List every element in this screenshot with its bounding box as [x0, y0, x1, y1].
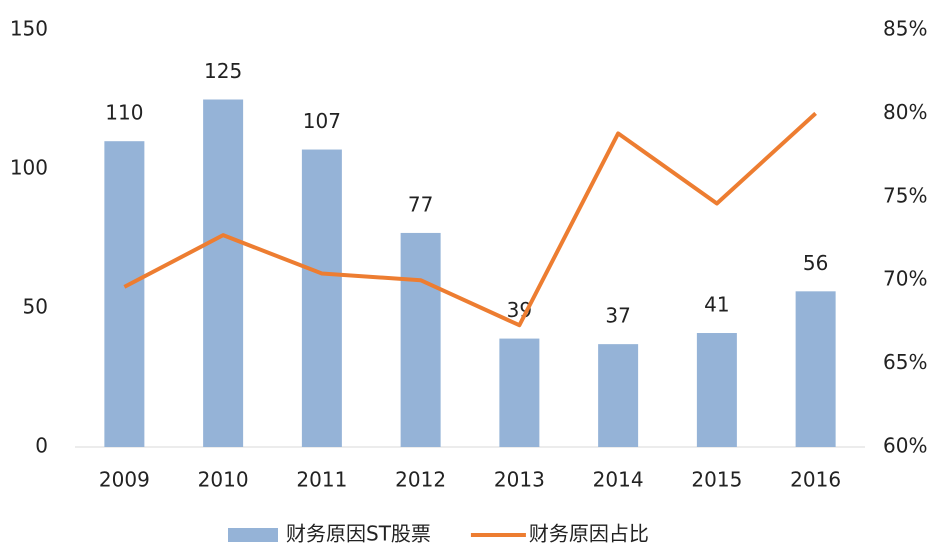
y2-tick-label: 60%	[883, 434, 927, 458]
y-tick-label: 100	[10, 156, 48, 180]
y-tick-label: 50	[23, 295, 48, 319]
legend-label: 财务原因ST股票	[286, 522, 431, 546]
x-tick-label: 2011	[296, 468, 347, 492]
bar	[104, 141, 145, 447]
legend-label: 财务原因占比	[529, 522, 649, 546]
x-tick-label: 2013	[494, 468, 545, 492]
line	[123, 111, 817, 328]
data-label: 77	[408, 192, 433, 216]
bar	[795, 291, 836, 447]
y-tick-label: 150	[10, 17, 48, 41]
y2-tick-label: 75%	[883, 183, 927, 207]
data-label: 41	[704, 293, 729, 317]
y2-tick-label: 65%	[883, 350, 927, 374]
x-tick-label: 2010	[198, 468, 249, 492]
data-label: 110	[105, 101, 143, 125]
bar	[400, 232, 441, 447]
x-tick-label: 2014	[593, 468, 644, 492]
y2-tick-label: 85%	[883, 17, 927, 41]
data-label: 37	[605, 304, 630, 328]
data-label: 125	[204, 59, 242, 83]
data-label: 56	[803, 251, 828, 275]
bar	[696, 333, 737, 447]
bar	[301, 149, 342, 448]
bar	[598, 344, 639, 447]
y-tick-label: 0	[35, 434, 48, 458]
y2-tick-label: 80%	[883, 100, 927, 124]
data-label: 107	[303, 109, 341, 133]
x-tick-label: 2009	[99, 468, 150, 492]
x-tick-label: 2012	[395, 468, 446, 492]
legend-swatch	[228, 528, 278, 542]
bar	[499, 338, 540, 447]
bar	[203, 99, 244, 447]
y2-tick-label: 70%	[883, 267, 927, 291]
x-tick-label: 2016	[790, 468, 841, 492]
x-tick-label: 2015	[691, 468, 742, 492]
